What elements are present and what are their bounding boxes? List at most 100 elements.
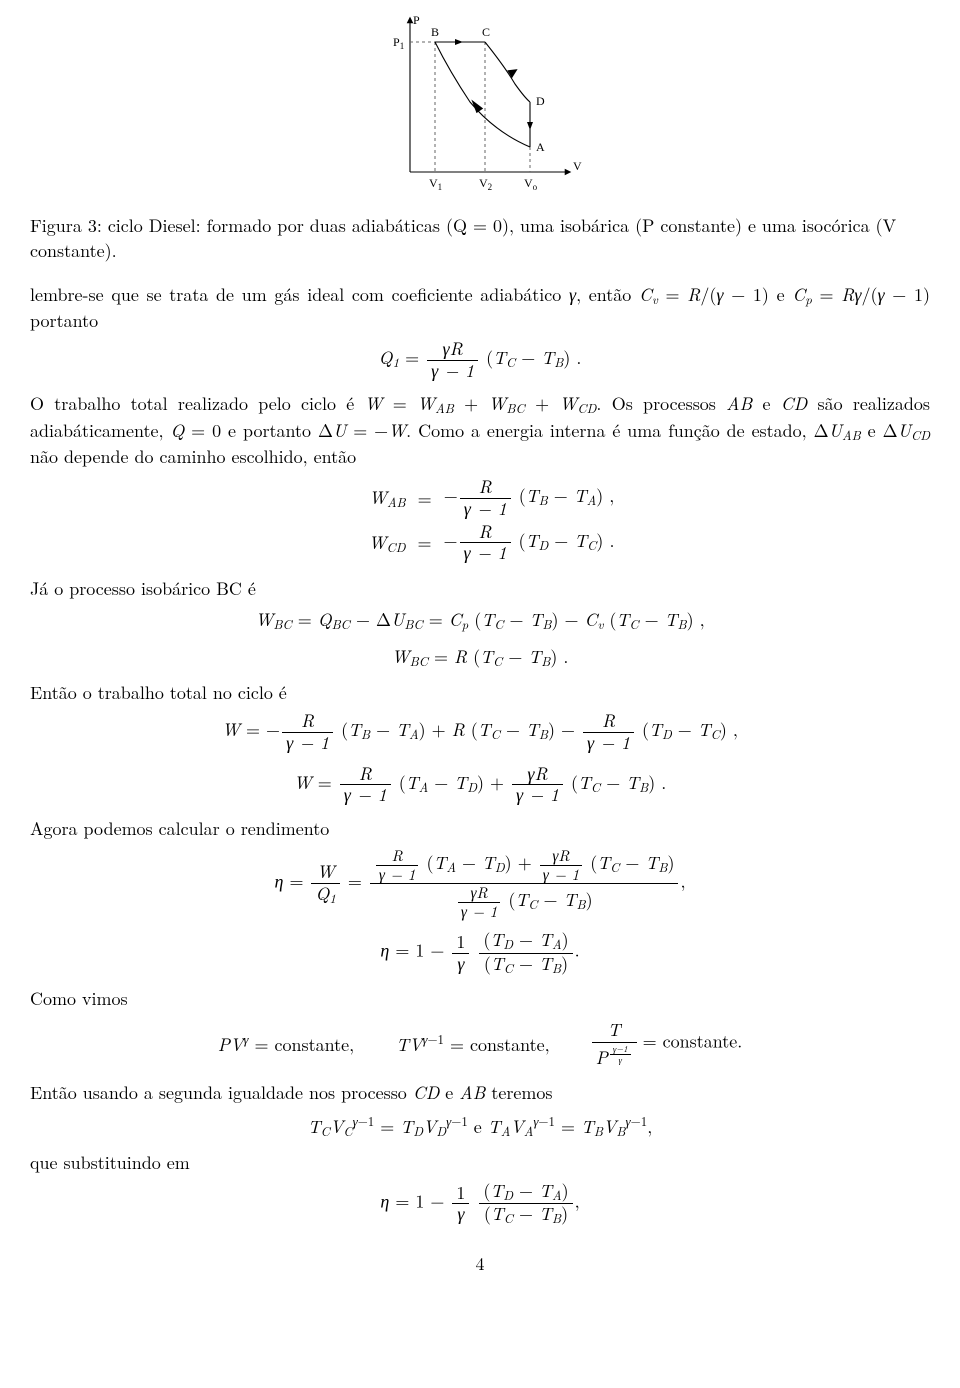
rpF: ) bbox=[550, 644, 557, 669]
eqW: = bbox=[393, 391, 407, 416]
mL: − bbox=[358, 1111, 368, 1130]
gJ: γ bbox=[452, 954, 469, 975]
eq-Q1: Q1 = γRγ − 1 (TC − TB) . bbox=[30, 339, 930, 381]
dU2: Δ bbox=[814, 418, 829, 443]
q1sub: 1 bbox=[392, 352, 399, 371]
o2: 1 bbox=[914, 282, 923, 307]
eqL2: = bbox=[561, 1114, 575, 1139]
Cv: Cv bbox=[639, 282, 658, 307]
TAi: A bbox=[446, 857, 456, 876]
eq-eta-2: η = 1 − 1γ (TD − TA) (TC − TB) . bbox=[30, 930, 930, 975]
pl2: + bbox=[535, 391, 549, 416]
gdK: γ bbox=[610, 1055, 631, 1065]
p7c: teremos bbox=[485, 1080, 552, 1105]
paragraph-como-vimos: Como vimos bbox=[30, 986, 930, 1011]
TDg: D bbox=[662, 725, 672, 744]
p2c: e bbox=[752, 391, 781, 416]
gm1e: γ − 1 bbox=[583, 733, 634, 754]
cd1: CD bbox=[781, 391, 807, 416]
mI2: − bbox=[625, 850, 639, 875]
pl1: + bbox=[464, 391, 478, 416]
TAh: A bbox=[419, 777, 429, 796]
cmK: , bbox=[349, 1032, 354, 1057]
rpE: ) bbox=[552, 607, 559, 632]
point-B: B bbox=[431, 25, 439, 39]
R2: R bbox=[841, 282, 854, 307]
rpA: ) bbox=[563, 345, 570, 370]
eq2: = bbox=[820, 282, 834, 307]
RI: R bbox=[376, 847, 419, 866]
VAl: A bbox=[524, 1121, 534, 1140]
TDh: D bbox=[467, 777, 477, 796]
TCg2: C bbox=[711, 725, 720, 744]
sym-gamma: γ bbox=[569, 282, 576, 307]
paragraph-work-total: O trabalho total realizado pelo ciclo é … bbox=[30, 391, 930, 469]
eqM: = bbox=[395, 1189, 409, 1214]
ucd: CD bbox=[911, 425, 930, 444]
gM: γ bbox=[452, 1204, 469, 1225]
rpE2: ) bbox=[687, 607, 694, 632]
mE: − bbox=[509, 607, 523, 632]
pdK: . bbox=[737, 1029, 742, 1054]
p2h: não depende do caminho escolhido, então bbox=[30, 444, 356, 469]
wbc: BC bbox=[506, 399, 524, 418]
VCl: C bbox=[343, 1121, 352, 1140]
gK: γ bbox=[243, 1029, 248, 1048]
eqAl2: = bbox=[416, 530, 434, 555]
mJ3: − bbox=[519, 951, 533, 976]
eword: e bbox=[474, 1114, 488, 1139]
p1b: , então bbox=[576, 282, 639, 307]
oL2: 1 bbox=[461, 1111, 467, 1130]
TCf: C bbox=[493, 651, 502, 670]
gm1b: γ − 1 bbox=[460, 499, 511, 520]
TDi: D bbox=[495, 857, 505, 876]
lpG2: ( bbox=[471, 717, 478, 742]
cvE: v bbox=[597, 615, 603, 634]
mE2: − bbox=[565, 607, 579, 632]
axis-label-V1: V1 bbox=[429, 176, 442, 192]
TBm: B bbox=[552, 1209, 561, 1228]
cp-sub: p bbox=[805, 289, 812, 308]
lpJ2: ( bbox=[484, 951, 491, 976]
TCh: C bbox=[591, 777, 600, 796]
point-C: C bbox=[482, 25, 490, 39]
eqQ: = bbox=[191, 418, 205, 443]
oL: 1 bbox=[368, 1111, 374, 1130]
axis-label-P: P bbox=[413, 13, 420, 27]
rpG2: ) bbox=[548, 717, 555, 742]
gm1j: γ − 1 bbox=[458, 903, 501, 921]
mM3: − bbox=[519, 1201, 533, 1226]
axis-label-V2: V2 bbox=[479, 176, 492, 192]
oL3: 1 bbox=[549, 1111, 555, 1130]
mG4: − bbox=[561, 717, 575, 742]
cmI: , bbox=[680, 869, 685, 894]
eqF: = bbox=[434, 644, 448, 669]
paragraph-second-equality: Então usando a segunda igualdade nos pro… bbox=[30, 1080, 930, 1105]
eqI: = bbox=[289, 869, 303, 894]
TCg: C bbox=[491, 725, 500, 744]
p2g: e bbox=[861, 418, 883, 443]
mAl1: − bbox=[444, 483, 458, 508]
cdL: CD bbox=[413, 1080, 439, 1105]
rpH: ) bbox=[477, 770, 484, 795]
pv-diagram-svg: P V P1 V1 V2 Vo B C D A bbox=[375, 12, 585, 197]
TCm: C bbox=[504, 1209, 513, 1228]
W0: W bbox=[365, 391, 383, 416]
VK2: V bbox=[409, 1032, 422, 1057]
TBh: B bbox=[639, 777, 648, 796]
eq-WBC: WBC = QBC − ΔUBC = Cp (TC − TB) − Cv (TC… bbox=[30, 607, 930, 633]
mC: − bbox=[554, 528, 568, 553]
WG: W bbox=[222, 717, 240, 742]
gm1c: γ − 1 bbox=[460, 543, 511, 564]
VK: V bbox=[230, 1032, 243, 1057]
pdA: . bbox=[576, 345, 581, 370]
eq-W-total-1: W = −Rγ − 1 (TB − TA) + R (TC − TB) − Rγ… bbox=[30, 711, 930, 753]
eqH: = bbox=[318, 770, 332, 795]
eq-constants: PVγ = constante, TVγ−1 = constante, T Pγ… bbox=[30, 1017, 930, 1071]
constK2: constante bbox=[470, 1032, 545, 1057]
VDl: D bbox=[436, 1121, 446, 1140]
wab: AB bbox=[435, 399, 454, 418]
TBe: B bbox=[542, 615, 551, 634]
pdH: . bbox=[661, 770, 666, 795]
rpB: ) bbox=[596, 483, 603, 508]
